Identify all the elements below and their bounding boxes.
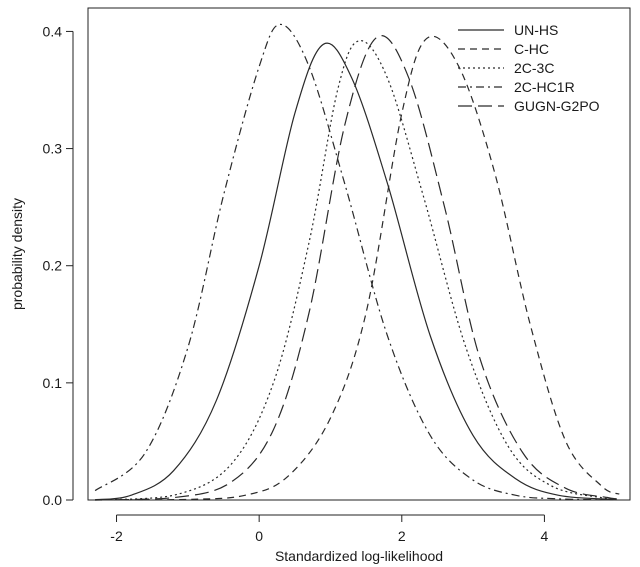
x-tick-label: 0: [255, 528, 263, 544]
y-tick-label: 0.2: [43, 258, 63, 274]
y-tick-label: 0.3: [43, 141, 63, 157]
legend-label: C-HC: [514, 41, 549, 57]
series-curves: [94, 23, 620, 501]
x-axis-label: Standardized log-likelihood: [275, 548, 443, 564]
series-line-un-hs: [95, 42, 616, 501]
legend-label: 2C-HC1R: [514, 79, 575, 95]
x-tick-label: 4: [541, 528, 549, 544]
legend-label: 2C-3C: [514, 60, 554, 76]
y-tick-label: 0.0: [43, 492, 63, 508]
series-line-gugn-g2po: [95, 35, 620, 501]
plot-box: [87, 7, 631, 501]
y-tick-label: 0.4: [43, 23, 63, 39]
x-tick-label: -2: [110, 528, 123, 544]
y-axis-label: probability density: [9, 198, 25, 310]
series-line-2c-hc1r: [94, 23, 620, 501]
legend-label: UN-HS: [514, 22, 558, 38]
plot-frame: [87, 7, 631, 501]
series-line-c-hc: [95, 35, 620, 501]
axes: -2 0 2 4 0.0 0.1 0.2 0.3 0.4: [43, 23, 549, 544]
legend: UN-HS C-HC 2C-3C 2C-HC1R GUGN-G2PO: [458, 22, 600, 114]
y-tick-label: 0.1: [43, 375, 63, 391]
x-tick-label: 2: [398, 528, 406, 544]
legend-label: GUGN-G2PO: [514, 98, 600, 114]
